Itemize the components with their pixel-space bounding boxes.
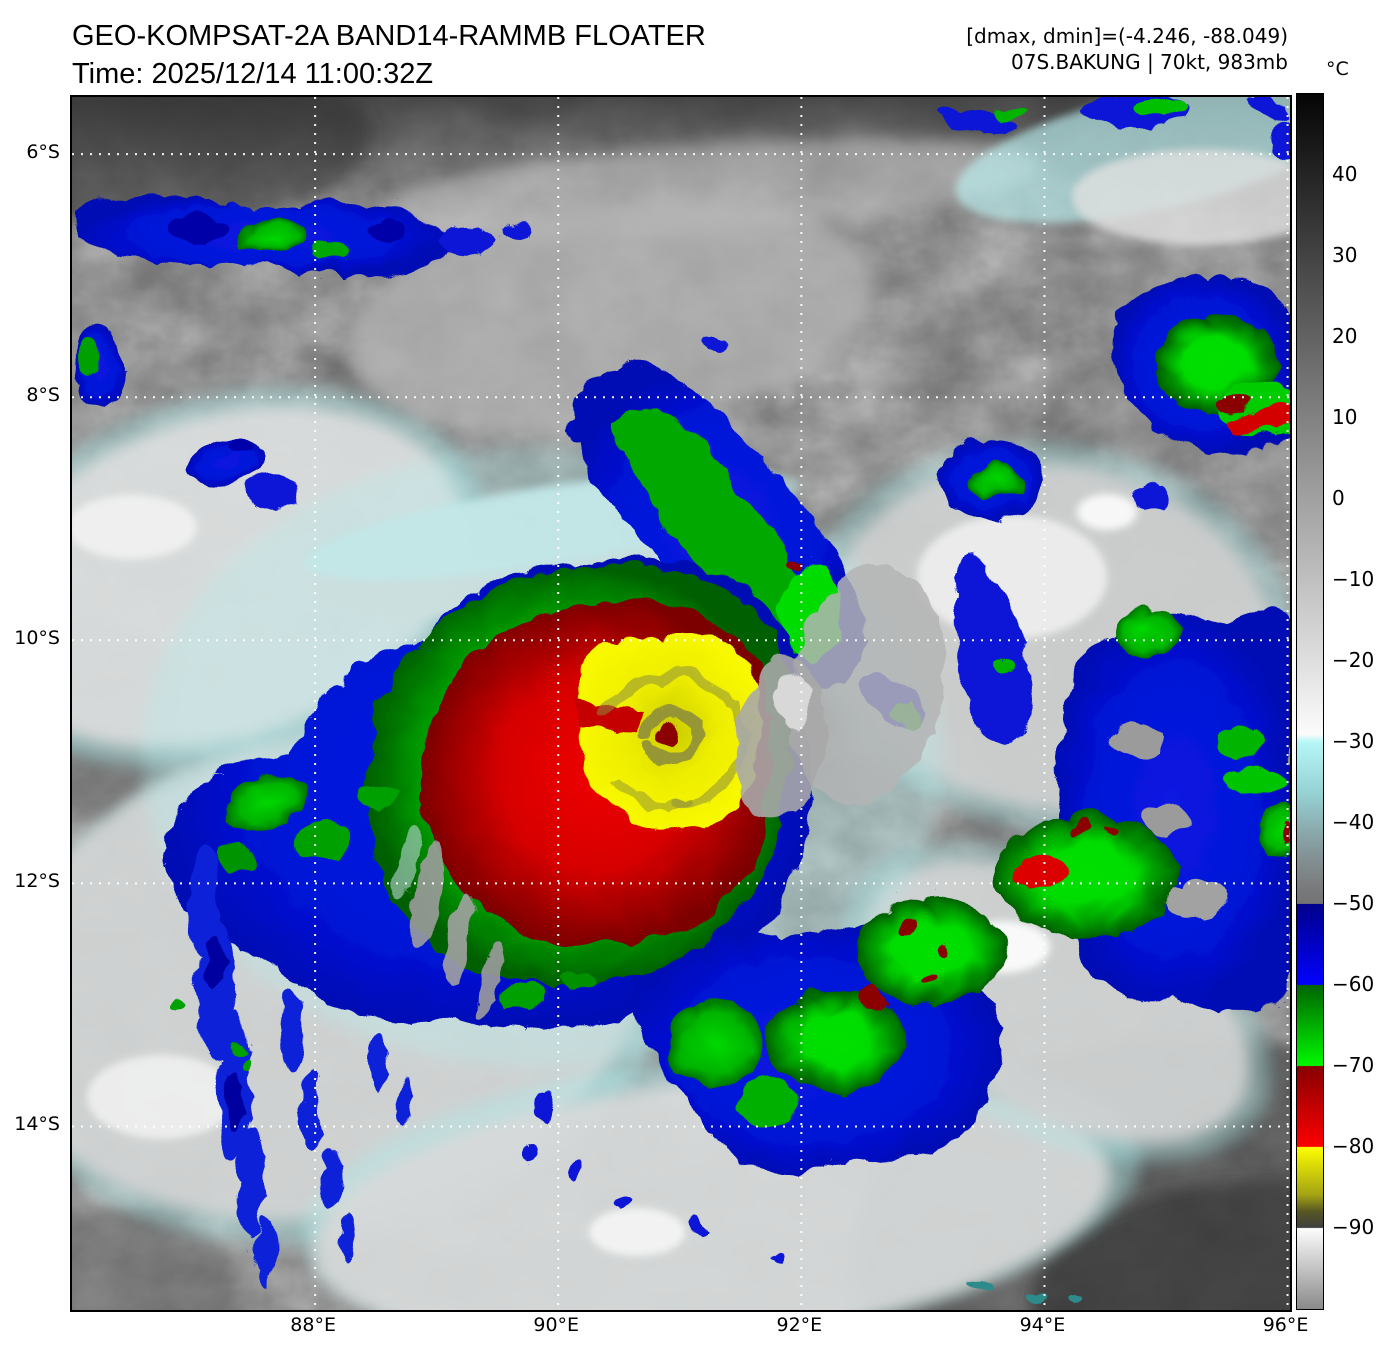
- storm-status-readout: 07S.BAKUNG | 70kt, 983mb: [1011, 50, 1288, 74]
- colorbar-tick-label: −50: [1332, 891, 1375, 915]
- lon-tick-label: 94°E: [1019, 1314, 1066, 1336]
- colorbar-tick-label: −30: [1332, 729, 1375, 753]
- cyclone: [157, 554, 996, 1172]
- satellite-map[interactable]: Copyright © 2020-2025 Dapiya: [70, 95, 1292, 1312]
- cold-cloud-features: [72, 97, 1290, 1301]
- lon-tick-label: 90°E: [533, 1314, 580, 1336]
- lon-tick-label: 96°E: [1262, 1314, 1309, 1336]
- southwest-streaks: [165, 842, 410, 1282]
- colorbar-tick-label: −90: [1332, 1215, 1375, 1239]
- colorbar-tick-label: 10: [1332, 405, 1358, 429]
- lat-tick-label: 12°S: [14, 870, 60, 893]
- temperature-colorbar: [1296, 93, 1324, 1310]
- lat-tick-label: 14°S: [14, 1113, 60, 1136]
- colorbar-tick-label: −70: [1332, 1053, 1375, 1077]
- dry-slot-streaks: [389, 822, 497, 1015]
- colorbar-tick-label: 0: [1332, 486, 1345, 510]
- satellite-image: [72, 97, 1290, 1310]
- colorbar-tick-label: −20: [1332, 648, 1375, 672]
- colorbar-tick-label: 40: [1332, 162, 1358, 186]
- lat-tick-label: 8°S: [26, 384, 60, 407]
- colorbar-tick-label: −80: [1332, 1134, 1375, 1158]
- lat-tick-label: 10°S: [14, 627, 60, 650]
- colorbar-tick-label: −60: [1332, 972, 1375, 996]
- colorbar-tick-label: −40: [1332, 810, 1375, 834]
- lon-tick-label: 92°E: [776, 1314, 823, 1336]
- colorbar-tick-label: 30: [1332, 243, 1358, 267]
- lat-tick-label: 6°S: [26, 141, 60, 164]
- colorbar-unit-label: °C: [1326, 58, 1349, 80]
- timestamp: Time: 2025/12/14 11:00:32Z: [72, 58, 434, 90]
- colorbar-tick-label: 20: [1332, 324, 1358, 348]
- colorbar-tick-label: −10: [1332, 567, 1375, 591]
- dmax-dmin-readout: [dmax, dmin]=(-4.246, -88.049): [966, 24, 1288, 48]
- page-title: GEO-KOMPSAT-2A BAND14-RAMMB FLOATER: [72, 20, 706, 52]
- lon-tick-label: 88°E: [290, 1314, 336, 1336]
- cyclone-eye: [650, 718, 672, 744]
